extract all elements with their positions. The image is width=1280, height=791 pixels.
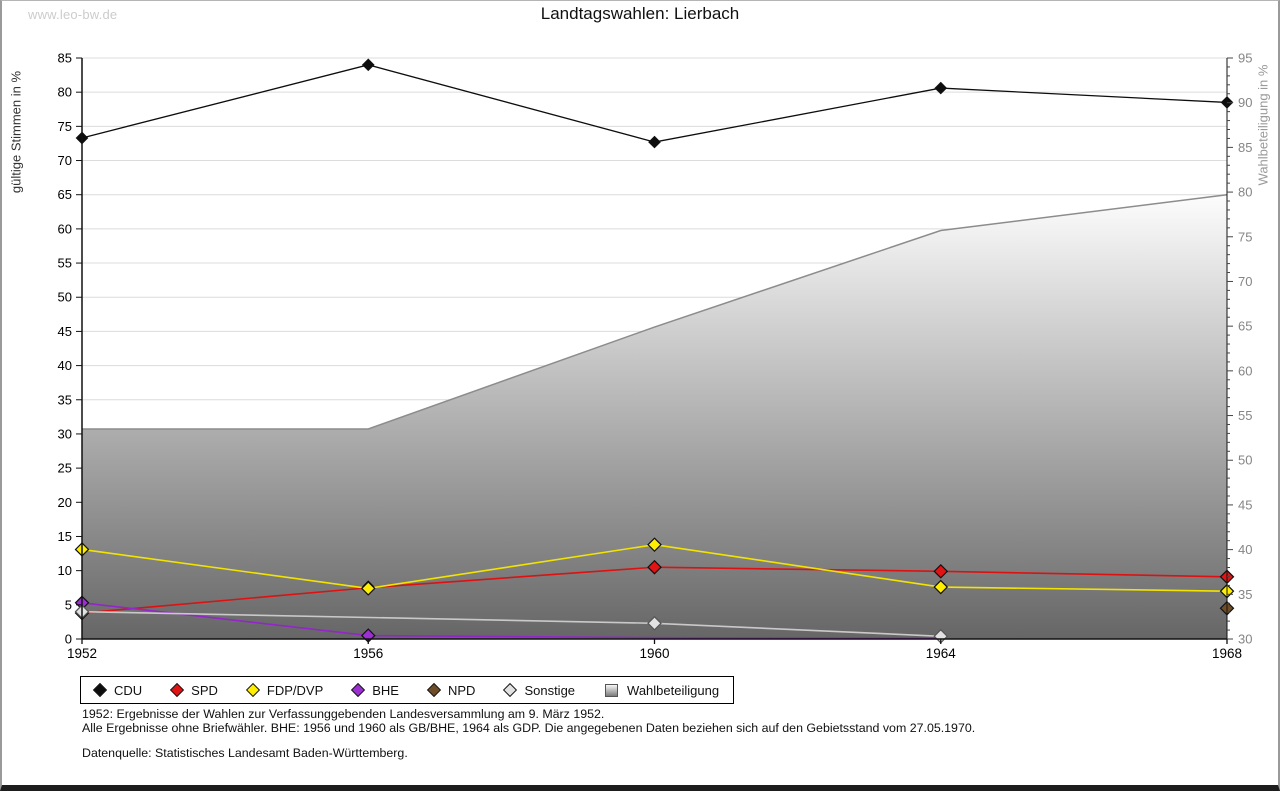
series-line-BHE [81, 601, 941, 640]
plot-area: 0 5 10 15 20 25 30 35 40 45 50 55 60 65 70 75 80 85 30 35 40… [58, 51, 1253, 662]
legend-item-spd: SPD [170, 682, 218, 698]
legend-diamond-icon [170, 682, 185, 698]
svg-text:5: 5 [65, 597, 72, 612]
svg-text:40: 40 [1238, 542, 1252, 557]
marker-CDU [934, 81, 948, 95]
legend-diamond-icon [503, 682, 518, 698]
svg-text:40: 40 [58, 358, 72, 373]
svg-text:45: 45 [1238, 497, 1252, 512]
svg-text:80: 80 [1238, 185, 1252, 200]
svg-text:60: 60 [1238, 363, 1252, 378]
svg-text:75: 75 [1238, 229, 1252, 244]
area-outline-Wahlbeteiligung [82, 194, 1228, 430]
svg-text:35: 35 [58, 392, 72, 407]
marker-FDP/DVP [933, 579, 949, 595]
legend-item-bhe: BHE [351, 682, 399, 698]
svg-text:65: 65 [1238, 319, 1252, 334]
svg-text:60: 60 [58, 221, 72, 236]
footnote-line-2: Alle Ergebnisse ohne Briefwähler. BHE: 1… [82, 720, 976, 735]
svg-text:75: 75 [58, 119, 72, 134]
svg-text:1956: 1956 [353, 646, 383, 661]
svg-text:25: 25 [58, 461, 72, 476]
marker-CDU [361, 58, 375, 72]
legend-item-npd: NPD [426, 682, 476, 698]
svg-text:35: 35 [1238, 587, 1252, 602]
marker-SPD [647, 559, 662, 575]
chart-title: Landtagswahlen: Lierbach [540, 4, 740, 23]
legend-label: Sonstige [524, 682, 576, 698]
legend-item-sonstige: Sonstige [503, 682, 576, 698]
legend-diamond-icon [426, 682, 442, 698]
svg-text:15: 15 [58, 529, 72, 544]
svg-text:70: 70 [58, 153, 72, 168]
legend: CDU SPD FDP/DVP BHE NPD Sonstige Wahlbeteiligu… [80, 676, 735, 704]
svg-text:45: 45 [58, 324, 72, 339]
legend-item-fdp-dvp: FDP/DVP [245, 682, 324, 698]
svg-text:55: 55 [1238, 408, 1252, 423]
legend-label: FDP/DVP [266, 682, 324, 698]
svg-text:55: 55 [58, 256, 72, 271]
svg-text:30: 30 [1238, 632, 1252, 647]
footnotes: 1952: Ergebnisse der Wahlen zur Verfassu… [82, 707, 976, 761]
svg-text:85: 85 [58, 51, 72, 66]
legend-item-cdu: CDU [92, 682, 143, 698]
marker-Sonstige [647, 615, 662, 631]
legend-label: CDU [114, 682, 143, 698]
svg-text:0: 0 [65, 632, 72, 647]
legend-label: NPD [447, 682, 476, 698]
legend-label: Wahlbeteiligung [627, 682, 720, 698]
marker-SPD [933, 563, 949, 579]
svg-text:50: 50 [58, 290, 72, 305]
svg-text:90: 90 [1238, 95, 1252, 110]
legend-square-icon [605, 683, 619, 697]
svg-text:10: 10 [58, 563, 72, 578]
svg-text:1964: 1964 [926, 646, 957, 661]
legend-diamond-icon [245, 682, 260, 698]
marker-CDU [648, 135, 661, 149]
svg-text:85: 85 [1238, 140, 1252, 155]
svg-text:1968: 1968 [1212, 646, 1242, 661]
legend-diamond-icon [351, 682, 366, 698]
svg-text:30: 30 [58, 426, 72, 441]
svg-text:1960: 1960 [639, 646, 669, 661]
svg-text:1952: 1952 [67, 646, 97, 661]
svg-text:80: 80 [58, 85, 72, 100]
svg-text:20: 20 [58, 495, 72, 510]
footnote-line-1: 1952: Ergebnisse der Wahlen zur Verfassu… [82, 707, 605, 721]
watermark-text: www.leo-bw.de [28, 7, 118, 22]
legend-item-wahlbeteiligung: Wahlbeteiligung [605, 683, 719, 698]
legend-label: BHE [372, 682, 399, 698]
marker-FDP/DVP [647, 537, 662, 553]
svg-text:65: 65 [58, 187, 72, 202]
legend-label: SPD [191, 682, 218, 698]
area-Wahlbeteiligung [82, 194, 1227, 639]
svg-text:50: 50 [1238, 453, 1252, 468]
series-line-CDU [81, 64, 1228, 143]
footnote-source: Datenquelle: Statistisches Landesamt Bad… [82, 746, 408, 760]
svg-text:95: 95 [1238, 51, 1252, 66]
svg-text:70: 70 [1238, 274, 1252, 289]
marker-FDP/DVP [360, 581, 376, 596]
legend-diamond-icon [92, 682, 108, 698]
